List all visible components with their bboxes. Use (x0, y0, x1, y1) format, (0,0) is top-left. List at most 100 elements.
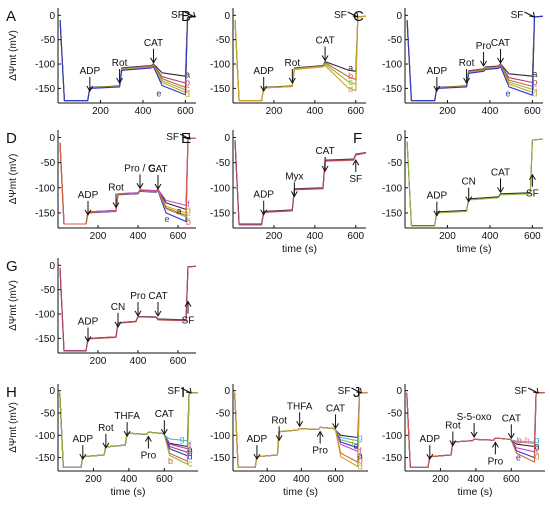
annotation-a-adp: ADP (80, 66, 100, 92)
annotation-h-thfa: THFA (114, 411, 140, 438)
trace-c-2 (406, 15, 544, 102)
y-tick-label-i: 0 (224, 386, 230, 397)
curve-label-j-d: d (535, 452, 540, 462)
y-tick-label-e: -100 (210, 183, 230, 194)
curve-label-d-d: d (186, 205, 191, 215)
y-axis-title-h: ΔΨmt (mV) (8, 402, 19, 453)
curve-label-b-b: b (348, 71, 353, 81)
y-tick-label-d: -100 (35, 183, 55, 194)
annotation-f-adp: ADP (427, 191, 448, 217)
annotation-i-cat: CAT (326, 403, 345, 430)
svg-text:ADP: ADP (253, 190, 274, 201)
curve-label-j-a: a (535, 441, 540, 451)
trace-e-2 (234, 140, 367, 226)
curve-label-j-g: g (535, 435, 540, 445)
x-tick-label-e: 200 (266, 231, 283, 242)
svg-text:SF: SF (526, 189, 539, 200)
curve-label-i-a: a (358, 450, 363, 460)
x-axis-title-f: time (s) (457, 243, 492, 255)
svg-text:SF: SF (182, 316, 195, 327)
panel-label-g: G (6, 258, 18, 275)
trace-b-4 (234, 15, 367, 102)
trace-j-6 (406, 391, 546, 468)
svg-text:ADP: ADP (247, 434, 268, 445)
curve-label-a-d: d (185, 89, 190, 99)
curve-label-d-a: a (176, 206, 181, 216)
svg-text:Pro / G: Pro / G (124, 163, 156, 174)
curve-label-c-a: a (532, 69, 537, 79)
annotation-f-cn: CN (461, 177, 476, 203)
y-tick-label-e: 0 (224, 133, 230, 144)
annotation-h-rot: Rot (98, 423, 114, 449)
svg-text:CAT: CAT (315, 146, 334, 157)
curve-label-i-f: f (359, 446, 362, 456)
y-tick-label-c: -100 (382, 60, 402, 71)
annotation-c-cat: CAT (491, 38, 510, 64)
panel-label-e: E (181, 130, 191, 147)
x-tick-label-e: 600 (347, 231, 364, 242)
x-tick-label-h: 200 (85, 474, 102, 485)
annotation-g-adp: ADP (78, 316, 99, 343)
svg-text:CAT: CAT (326, 403, 345, 414)
annotation-b-adp: ADP (253, 66, 274, 92)
curve-label-d-f: f (187, 199, 190, 209)
x-axis-title-e: time (s) (282, 243, 317, 255)
curve-label-a-a: a (185, 70, 190, 80)
curve-label-j-h: h (525, 436, 530, 446)
annotation-d-adp: ADP (78, 190, 99, 216)
svg-text:SF: SF (171, 10, 184, 21)
svg-text:CAT: CAT (502, 413, 521, 424)
svg-text:CAT: CAT (148, 291, 167, 302)
svg-text:ADP: ADP (427, 191, 448, 202)
x-axis-title-i: time (s) (283, 486, 318, 498)
curve-label-i-g: g (358, 433, 363, 443)
x-tick-label-a: 600 (177, 106, 194, 117)
annotation-j-pro: Pro (488, 441, 504, 467)
svg-text:Pro: Pro (476, 41, 492, 52)
panel-label-d: D (6, 130, 17, 147)
annotation-g-cat: CAT (148, 291, 168, 317)
panel-label-i: I (181, 384, 185, 401)
svg-text:ADP: ADP (427, 66, 448, 77)
x-tick-label-i: 600 (327, 474, 344, 485)
curve-label-d-e: e (164, 214, 169, 224)
y-tick-label-j: -50 (388, 409, 403, 420)
x-tick-label-f: 200 (439, 231, 456, 242)
y-tick-label-d: -50 (41, 158, 56, 169)
curve-label-a-b: b (185, 78, 190, 88)
trace-c-3 (406, 15, 544, 102)
svg-text:Rot: Rot (459, 58, 475, 69)
panel-label-h: H (6, 384, 17, 401)
x-tick-label-g: 400 (130, 356, 147, 367)
annotation-f-cat: CAT (491, 167, 510, 194)
svg-text:SF: SF (511, 10, 524, 21)
curve-label-b-a: a (348, 63, 353, 73)
x-tick-label-f: 600 (524, 231, 541, 242)
trace-g-2 (59, 265, 197, 352)
svg-text:Myx: Myx (285, 171, 303, 182)
y-tick-label-b: 0 (224, 11, 230, 22)
x-tick-label-e: 400 (307, 231, 324, 242)
annotation-h-pro: Pro (141, 435, 157, 462)
svg-text:ADP: ADP (78, 316, 99, 327)
x-tick-label-b: 600 (347, 106, 364, 117)
curve-label-i-b: b (358, 456, 363, 466)
curve-label-j-f: f (536, 447, 539, 457)
trace-d-6 (59, 137, 197, 225)
y-tick-label-i: -100 (210, 431, 230, 442)
x-tick-label-j: 200 (432, 474, 449, 485)
y-tick-label-b: -50 (216, 35, 231, 46)
curve-label-i-e: e (354, 441, 359, 451)
trace-g-1 (59, 265, 197, 352)
curve-label-b-c: c (348, 77, 353, 87)
svg-text:CN: CN (461, 177, 475, 188)
panel-i: I 0 -50 -100 -150 200 400 600 time (s) ADPRotTHFA… (181, 384, 369, 498)
svg-text:Rot: Rot (98, 423, 114, 434)
x-tick-label-b: 200 (266, 106, 283, 117)
curve-label-c-d: d (532, 88, 537, 98)
svg-text:SF: SF (166, 132, 179, 143)
y-tick-label-g: 0 (49, 261, 55, 272)
svg-text:CAT: CAT (148, 164, 167, 175)
svg-text:CAT: CAT (144, 38, 163, 49)
